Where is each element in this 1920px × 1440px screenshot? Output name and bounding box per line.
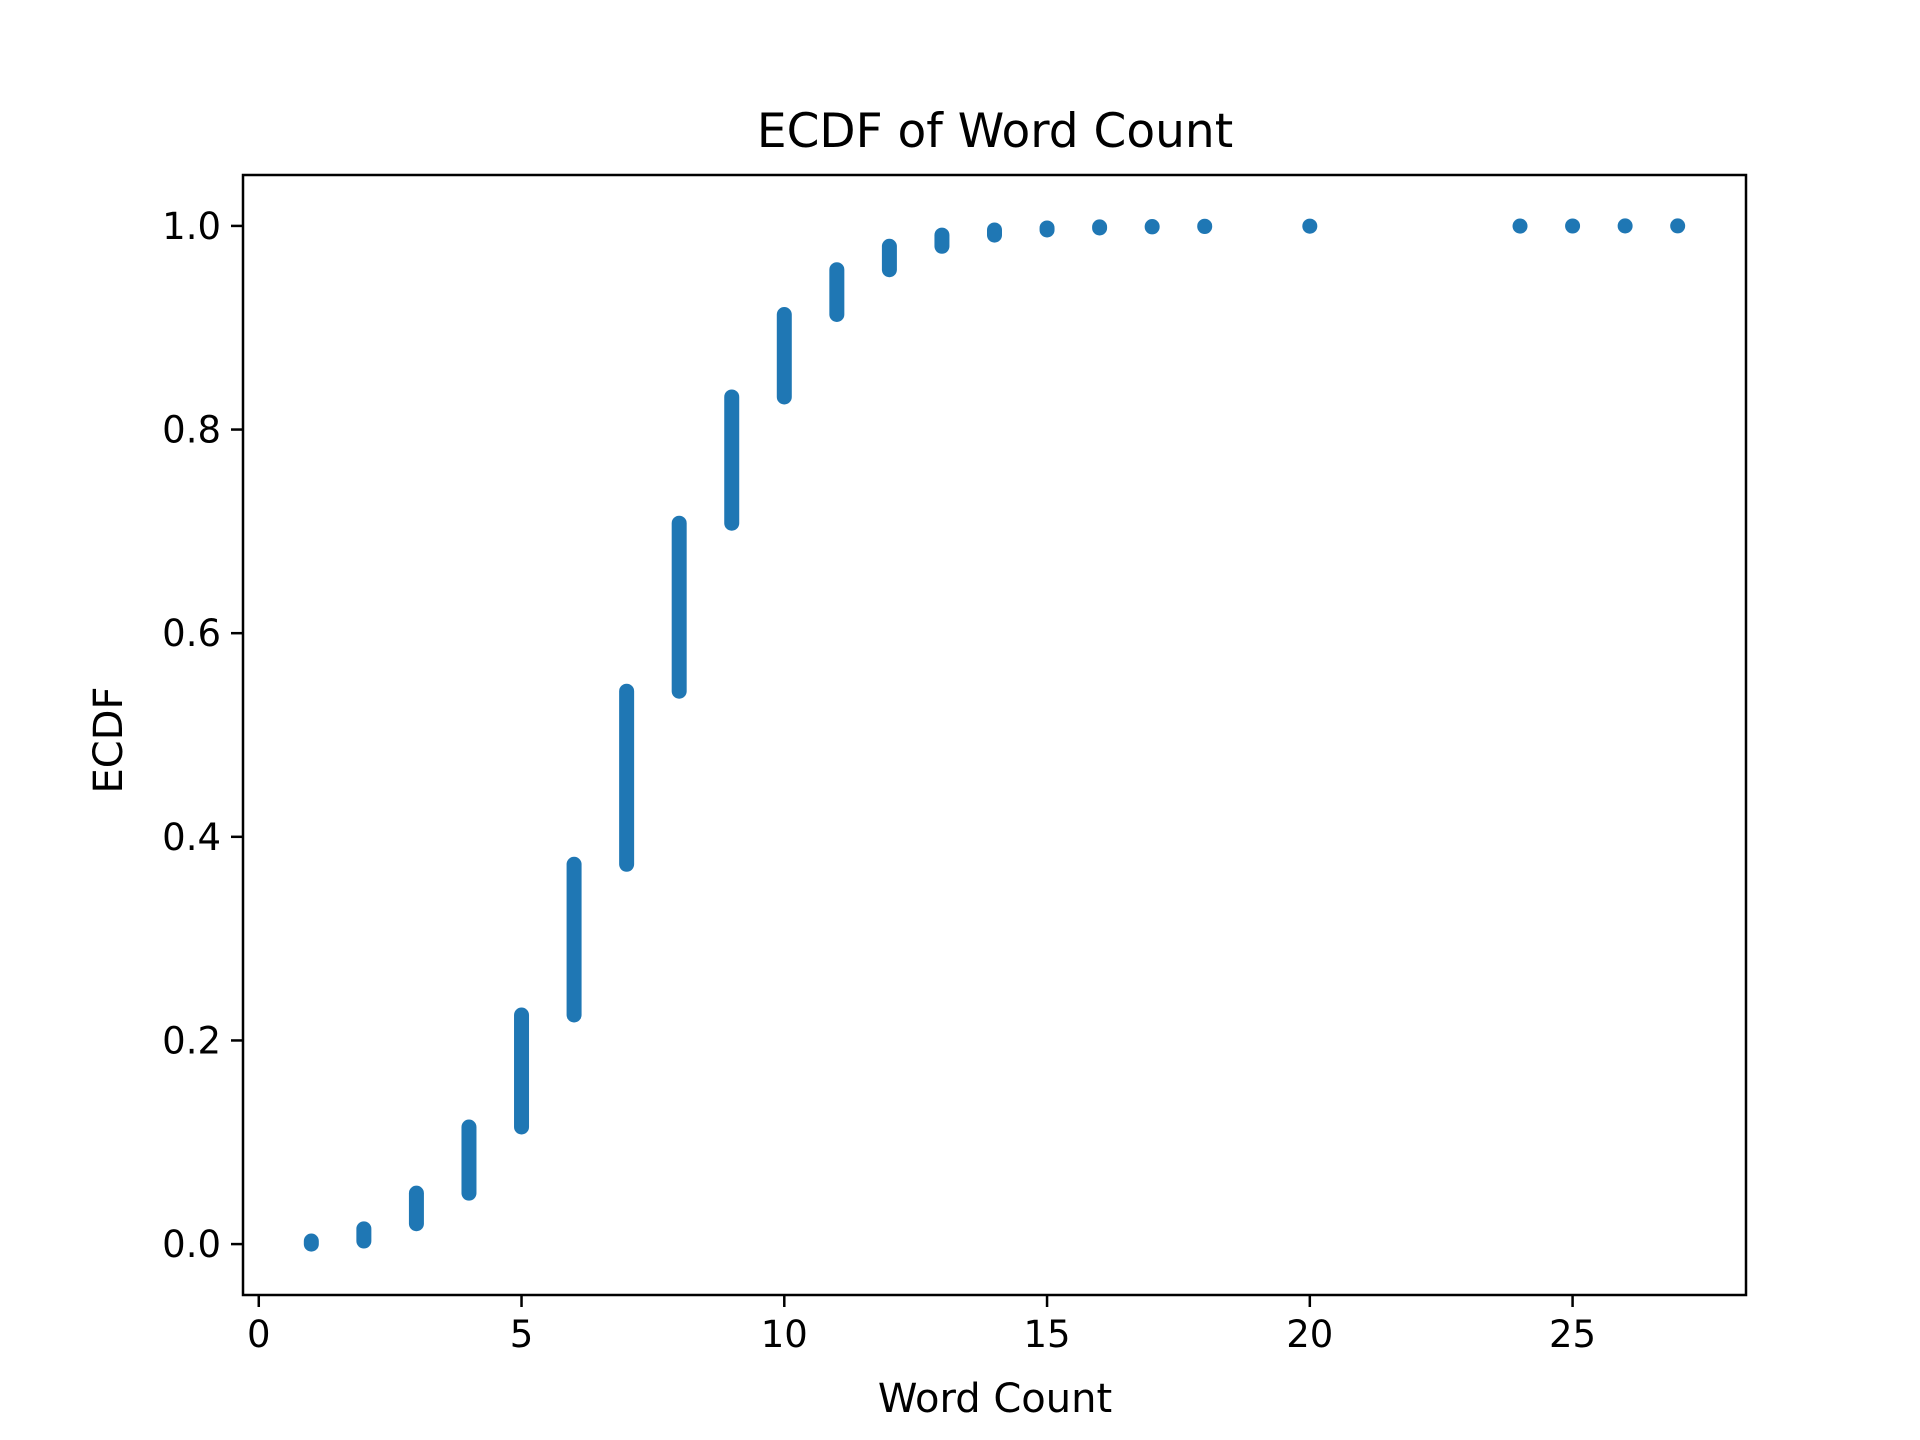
x-tick-label: 5 <box>510 1313 534 1356</box>
y-tick-label: 0.2 <box>162 1019 221 1062</box>
y-tick-label: 1.0 <box>162 205 221 248</box>
y-axis-ticks: 0.0 0.2 0.4 0.6 0.8 1.0 <box>162 205 243 1266</box>
plot-area-frame <box>241 173 1748 1297</box>
x-axis-label: Word Count <box>878 1376 1112 1422</box>
x-tick-label: 15 <box>1024 1313 1071 1356</box>
x-axis-ticks: 0 5 10 15 20 25 <box>247 1295 1596 1356</box>
x-tick-label: 0 <box>247 1313 271 1356</box>
chart-title: ECDF of Word Count <box>757 104 1233 159</box>
y-tick-label: 0.0 <box>162 1223 221 1266</box>
y-tick-label: 0.4 <box>162 816 221 859</box>
x-tick-label: 20 <box>1286 1313 1333 1356</box>
x-tick-label: 10 <box>761 1313 808 1356</box>
x-tick-label: 25 <box>1549 1313 1596 1356</box>
y-tick-label: 0.8 <box>162 409 221 452</box>
y-tick-label: 0.6 <box>162 612 221 655</box>
y-axis-label: ECDF <box>86 686 132 793</box>
data-marks <box>303 218 1686 1252</box>
